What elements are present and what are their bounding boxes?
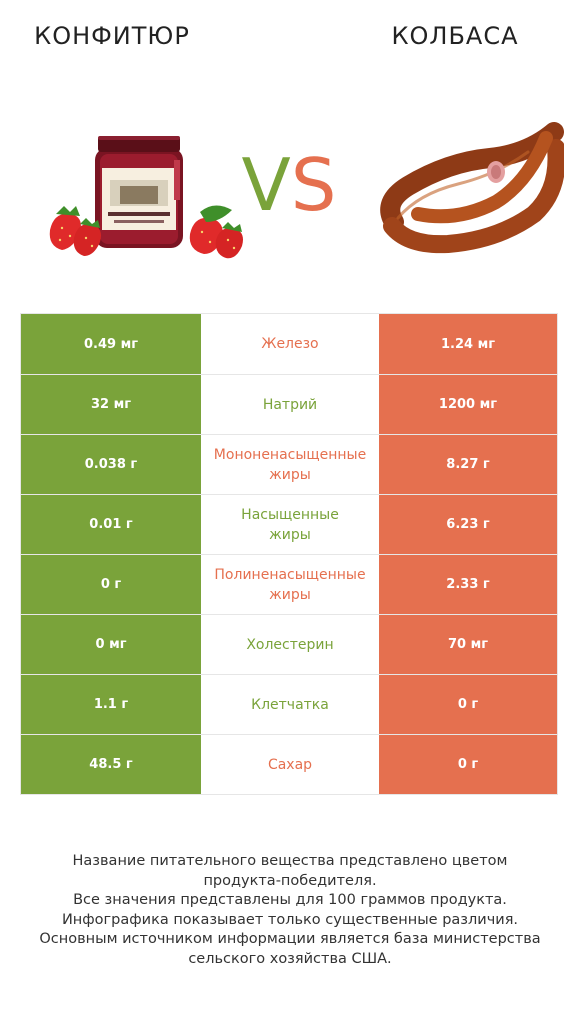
nutrient-name: Натрий <box>201 375 379 434</box>
nutrient-name: Мононенасыщенные жиры <box>201 435 379 494</box>
left-value: 0 мг <box>21 615 201 674</box>
right-value: 6.23 г <box>379 495 557 554</box>
nutrient-name: Железо <box>201 314 379 374</box>
nutrient-row: 0 мг Холестерин 70 мг <box>21 614 557 674</box>
jam-jar-image <box>49 136 243 259</box>
footnote-line: Основным источником информации является … <box>39 931 541 947</box>
footnote-line: сельского хозяйства США. <box>188 950 392 967</box>
footnote-line: Инфографика показывает только существенн… <box>61 911 519 928</box>
nutrient-name: Холестерин <box>201 615 379 674</box>
nutrient-row: 48.5 г Сахар 0 г <box>21 734 557 794</box>
vs-label: VS <box>224 140 354 230</box>
left-value: 0 г <box>21 555 201 614</box>
nutrient-comparison-table: 0.49 мг Железо 1.24 мг 32 мг Натрий 1200 мг 0.… <box>20 313 558 795</box>
right-value: 8.27 г <box>379 435 557 494</box>
nutrient-row: 0.038 г Мононенасыщенные жиры 8.27 г <box>21 434 557 494</box>
footnote: Название питательного вещества представл… <box>10 852 570 969</box>
nutrient-name: Сахар <box>201 735 379 794</box>
right-value: 2.33 г <box>379 555 557 614</box>
right-value: 1200 мг <box>379 375 557 434</box>
vs-s-letter: S <box>290 143 337 227</box>
right-value: 1.24 мг <box>379 314 557 374</box>
nutrient-row: 0.01 г Насыщенные жиры 6.23 г <box>21 494 557 554</box>
right-value: 0 г <box>379 735 557 794</box>
left-value: 0.01 г <box>21 495 201 554</box>
footnote-line: Все значения представлены для 100 граммо… <box>73 892 507 908</box>
left-value: 48.5 г <box>21 735 201 794</box>
sausage-image <box>380 122 564 254</box>
nutrient-row: 0.49 мг Железо 1.24 мг <box>21 314 557 374</box>
vs-v-letter: V <box>241 143 291 227</box>
right-product-title: КОЛБАСА <box>391 22 519 50</box>
nutrient-row: 0 г Полиненасыщенные жиры 2.33 г <box>21 554 557 614</box>
footnote-line: Название питательного вещества представл… <box>72 853 508 869</box>
nutrient-name: Насыщенные жиры <box>201 495 379 554</box>
right-value: 0 г <box>379 675 557 734</box>
left-product-title: КОНФИТЮР <box>34 22 190 50</box>
left-value: 32 мг <box>21 375 201 434</box>
nutrient-name: Клетчатка <box>201 675 379 734</box>
left-value: 0.038 г <box>21 435 201 494</box>
nutrient-name: Полиненасыщенные жиры <box>201 555 379 614</box>
left-value: 1.1 г <box>21 675 201 734</box>
left-value: 0.49 мг <box>21 314 201 374</box>
nutrient-row: 32 мг Натрий 1200 мг <box>21 374 557 434</box>
footnote-line: продукта-победителя. <box>203 872 377 889</box>
right-value: 70 мг <box>379 615 557 674</box>
nutrient-row: 1.1 г Клетчатка 0 г <box>21 674 557 734</box>
